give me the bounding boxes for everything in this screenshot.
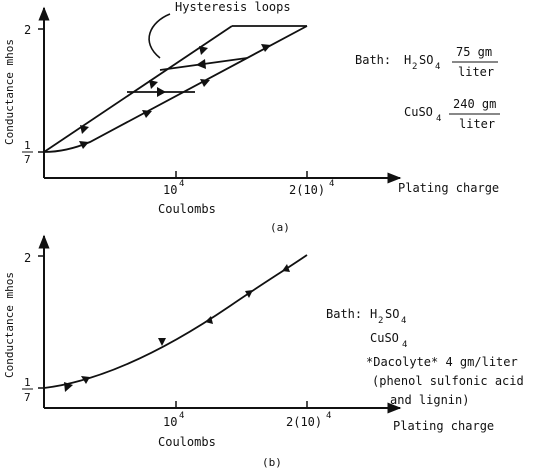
panel-a-arrow (200, 79, 210, 87)
panel-b-cuso4-4: 4 (402, 340, 407, 350)
panel-b-x-units: Coulombs (158, 435, 216, 449)
panel-a-arrow (142, 110, 152, 118)
panel-a-lower-curve (43, 25, 308, 153)
panel-b-xtick-2-sup: 4 (326, 411, 331, 421)
panel-a-arrow (79, 141, 89, 149)
panel-a-h2so4-4: 4 (435, 62, 440, 72)
panel-b-additive-line1: (phenol sulfonic acid (372, 374, 524, 388)
panel-a-arrow (80, 125, 89, 134)
panel-a-cuso4: CuSO (404, 105, 433, 119)
panel-b-arrow (158, 338, 166, 346)
panel-a-xtick-1: 10 (163, 183, 177, 197)
panel-b-xtick-1-sup: 4 (179, 411, 184, 421)
panel-a-arrow (199, 46, 208, 55)
panel-a-arrow (149, 80, 158, 89)
panel-a-arrow (157, 87, 166, 97)
panel-a-h2so4-so: SO (419, 53, 433, 67)
panel-b-arrow (205, 316, 213, 324)
panel-b-additive-line2: and lignin) (390, 393, 469, 407)
panel-a-cuso4-amount: 240 gm (453, 97, 496, 111)
panel-a-caption: (a) (270, 221, 290, 234)
panel-b-cuso4: CuSO (370, 331, 399, 345)
panel-a-upper-line (43, 25, 233, 153)
panel-a-bath-label: Bath: (355, 53, 391, 67)
panel-b-dacolyte: *Dacolyte* 4 gm/liter (366, 355, 518, 369)
panel-b: Conductance mhos 2 1 7 10 4 2(10) 4 Coul… (3, 234, 524, 469)
panel-b-ytick-frac-num: 1 (24, 376, 31, 389)
panel-a-xtick-2: 2(10) (289, 183, 325, 197)
panel-a-h2so4-h: H (404, 53, 411, 67)
panel-a-x-units: Coulombs (158, 202, 216, 216)
panel-b-y-label: Conductance mhos (3, 272, 16, 378)
panel-b-x-label: Plating charge (393, 419, 494, 433)
panel-b-h2so4-so: SO (385, 307, 399, 321)
panel-b-arrow (282, 264, 290, 272)
panel-a-x-label: Plating charge (398, 181, 499, 195)
panel-a-ytick-frac-den: 7 (24, 153, 31, 166)
panel-a-h2so4-unit: liter (458, 65, 494, 79)
panel-a-xtick-1-sup: 4 (179, 179, 184, 189)
panel-b-h2so4-4: 4 (401, 316, 406, 326)
panel-b-h2so4-h: H (370, 307, 377, 321)
panel-a-xtick-2-sup: 4 (329, 179, 334, 189)
panel-b-bath-label: Bath: (326, 307, 362, 321)
panel-a-y-label: Conductance mhos (3, 39, 16, 145)
panel-b-xtick-1: 10 (163, 415, 177, 429)
panel-b-arrow (81, 376, 90, 384)
panel-b-curve (43, 254, 308, 389)
panel-a-annotation-leader (148, 13, 171, 59)
panel-a-arrow (261, 44, 271, 52)
panel-a-annotation: Hysteresis loops (175, 0, 291, 14)
panel-a: Hysteresis loops Conductance mhos 2 1 7 … (3, 0, 500, 234)
panel-b-ytick-2: 2 (24, 251, 31, 265)
panel-b-h2so4-2: 2 (378, 316, 383, 326)
panel-a-cuso4-unit: liter (459, 117, 495, 131)
panel-a-ytick-2: 2 (24, 23, 31, 37)
panel-b-arrow (245, 290, 253, 298)
panel-b-ytick-frac-den: 7 (24, 391, 31, 404)
panel-a-h2so4-amount: 75 gm (456, 45, 492, 59)
panel-b-arrow (64, 382, 73, 392)
panel-a-ytick-frac-num: 1 (24, 139, 31, 152)
panel-b-caption: (b) (262, 456, 282, 469)
panel-a-h2so4-2: 2 (412, 62, 417, 72)
panel-b-xtick-2: 2(10) (286, 415, 322, 429)
panel-a-arrow (196, 59, 206, 69)
panel-a-cuso4-4: 4 (436, 114, 441, 124)
